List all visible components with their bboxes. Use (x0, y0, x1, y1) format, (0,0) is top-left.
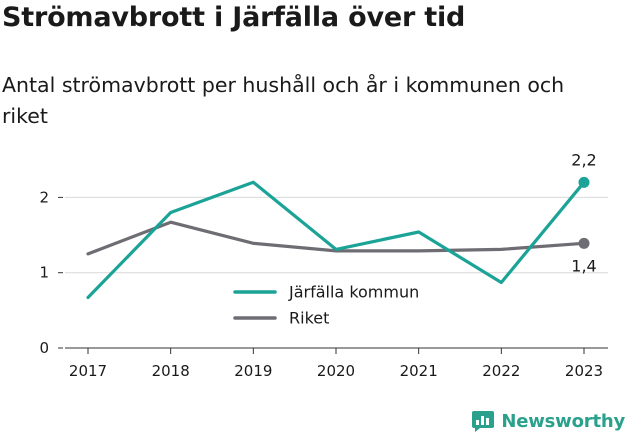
x-tick-label: 2019 (234, 362, 272, 380)
end-marker-jarfalla (578, 176, 590, 188)
x-tick-label: 2022 (482, 362, 520, 380)
y-tick-label: 0 (39, 339, 49, 357)
y-tick-label: 1 (39, 264, 49, 282)
legend-label: Riket (289, 309, 329, 328)
newsworthy-logo-icon (472, 411, 495, 432)
y-tick-label: 2 (39, 188, 49, 206)
chart-title: Strömavbrott i Järfälla över tid (2, 2, 466, 33)
x-tick-label: 2018 (152, 362, 190, 380)
x-tick-label: 2023 (565, 362, 603, 380)
brand-name: Newsworthy (501, 410, 625, 432)
y-axis: 0 1 2 (39, 188, 63, 357)
end-value-label-jarfalla: 2,2 (571, 150, 596, 169)
x-axis: 2017 2018 2019 2020 2021 2022 2023 (65, 347, 608, 380)
x-tick-label: 2020 (317, 362, 355, 380)
series-line-jarfalla (86, 180, 586, 300)
grid-lines (65, 196, 608, 274)
end-value-label-riket: 1,4 (571, 256, 596, 275)
series-group: 2,2 1,4 (86, 150, 597, 300)
x-tick-label: 2017 (69, 362, 107, 380)
newsworthy-logo: Newsworthy (471, 409, 625, 433)
chart-subtitle: Antal strömavbrott per hushåll och år i … (2, 73, 565, 128)
legend: Järfälla kommun Riket (233, 283, 419, 328)
x-tick-label: 2021 (400, 362, 438, 380)
legend-label: Järfälla kommun (288, 283, 419, 302)
end-marker-riket (578, 237, 590, 249)
